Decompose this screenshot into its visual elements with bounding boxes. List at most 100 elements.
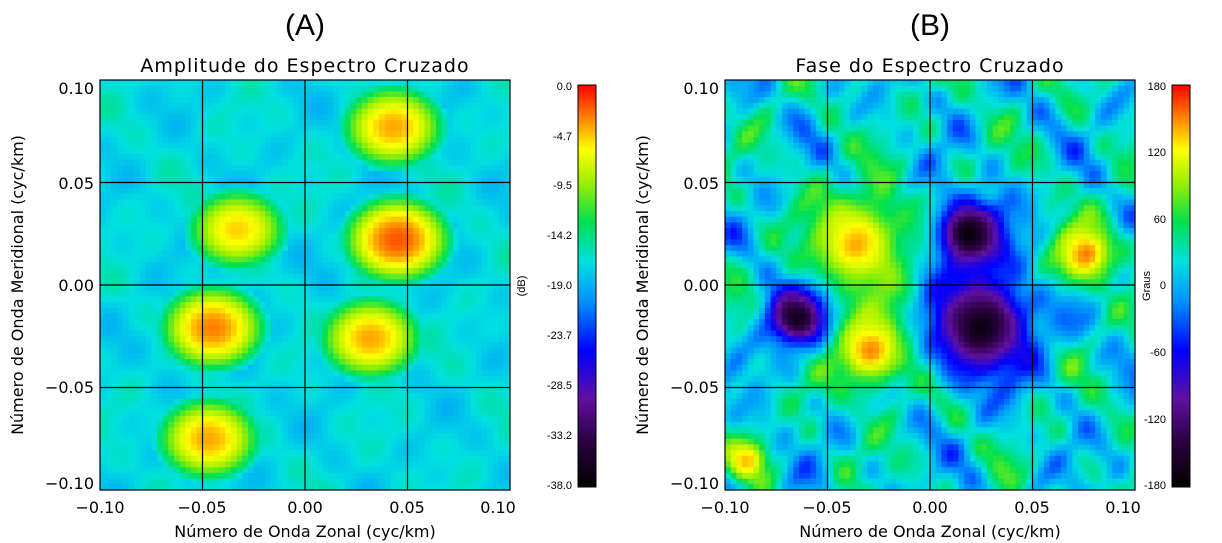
amplitude-cell — [208, 336, 215, 343]
amplitude-cell — [384, 353, 392, 360]
amplitude-cell — [299, 216, 306, 223]
amplitude-cell — [151, 450, 158, 457]
amplitude-cell — [230, 188, 238, 195]
amplitude-cell — [447, 415, 454, 423]
amplitude-cell — [236, 216, 243, 223]
amplitude-cell — [435, 319, 443, 326]
amplitude-cell — [191, 393, 198, 400]
amplitude-cell — [504, 80, 511, 87]
amplitude-cell — [191, 216, 198, 223]
amplitude-cell — [128, 370, 135, 377]
amplitude-cell — [122, 359, 130, 366]
amplitude-cell — [305, 262, 312, 269]
amplitude-cell — [111, 427, 118, 434]
amplitude-cell — [117, 330, 124, 337]
amplitude-cell — [145, 136, 152, 144]
amplitude-cell — [384, 131, 392, 138]
amplitude-cell — [418, 210, 426, 218]
amplitude-cell — [356, 404, 363, 411]
amplitude-cell — [225, 467, 232, 474]
amplitude-cell — [458, 410, 466, 417]
amplitude-cell — [453, 228, 460, 235]
amplitude-cell — [441, 347, 448, 354]
amplitude-cell — [248, 302, 255, 309]
amplitude-cell — [128, 182, 135, 189]
amplitude-cell — [270, 376, 278, 383]
amplitude-cell — [498, 222, 505, 229]
amplitude-cell — [191, 114, 198, 121]
amplitude-cell — [128, 444, 135, 451]
amplitude-cell — [276, 210, 283, 218]
amplitude-cell — [253, 85, 261, 92]
amplitude-cell — [293, 433, 300, 440]
amplitude-cell — [282, 222, 289, 229]
amplitude-cell — [145, 159, 152, 167]
amplitude-cell — [248, 188, 255, 195]
amplitude-cell — [139, 279, 147, 286]
amplitude-cell — [151, 472, 158, 480]
amplitude-cell — [373, 279, 380, 286]
amplitude-cell — [117, 119, 124, 127]
amplitude-cell — [339, 302, 346, 309]
amplitude-cell — [413, 444, 420, 451]
amplitude-cell — [128, 433, 135, 440]
amplitude-cell — [236, 176, 243, 184]
amplitude-cell — [453, 433, 460, 440]
amplitude-cell — [487, 467, 494, 474]
amplitude-cell — [270, 404, 278, 411]
amplitude-cell — [453, 171, 460, 178]
amplitude-cell — [242, 216, 249, 223]
amplitude-cell — [139, 222, 147, 229]
amplitude-cell — [191, 467, 198, 474]
amplitude-cell — [236, 250, 243, 258]
amplitude-cell — [396, 398, 403, 406]
amplitude-cell — [447, 353, 454, 360]
amplitude-cell — [145, 119, 152, 127]
amplitude-cell — [447, 410, 454, 417]
amplitude-cell — [441, 467, 448, 474]
amplitude-cell — [191, 313, 198, 320]
amplitude-cell — [202, 330, 209, 337]
amplitude-cell — [316, 444, 323, 451]
amplitude-cell — [373, 188, 380, 195]
amplitude-cell — [174, 364, 181, 372]
amplitude-cell — [162, 444, 169, 451]
amplitude-cell — [287, 364, 295, 372]
amplitude-cell — [458, 359, 466, 366]
amplitude-cell — [287, 455, 295, 463]
amplitude-cell — [293, 188, 300, 195]
amplitude-cell — [322, 148, 329, 155]
amplitude-cell — [458, 273, 466, 280]
amplitude-cell — [276, 427, 283, 434]
amplitude-cell — [202, 398, 209, 406]
amplitude-cell — [276, 455, 283, 463]
amplitude-cell — [322, 279, 329, 286]
amplitude-cell — [418, 250, 426, 258]
amplitude-cell — [287, 353, 295, 360]
amplitude-cell — [458, 387, 466, 394]
amplitude-cell — [134, 222, 141, 229]
amplitude-cell — [282, 267, 289, 275]
amplitude-cell — [253, 233, 261, 241]
amplitude-cell — [122, 182, 130, 189]
amplitude-cell — [361, 438, 369, 446]
amplitude-cell — [117, 279, 124, 286]
amplitude-cell — [424, 91, 431, 98]
amplitude-cell — [379, 467, 386, 474]
amplitude-cell — [424, 188, 431, 195]
amplitude-cell — [464, 188, 471, 195]
amplitude-cell — [253, 279, 261, 286]
amplitude-cell — [139, 245, 147, 252]
amplitude-cell — [208, 222, 215, 229]
amplitude-cell — [316, 341, 323, 349]
amplitude-cell — [100, 433, 107, 440]
amplitude-cell — [100, 393, 107, 400]
amplitude-cell — [344, 136, 352, 144]
amplitude-cell — [453, 80, 460, 87]
amplitude-cell — [293, 387, 300, 394]
amplitude-cell — [202, 199, 209, 206]
amplitude-cell — [390, 142, 397, 149]
amplitude-cell — [276, 410, 283, 417]
amplitude-cell — [339, 239, 346, 246]
amplitude-cell — [162, 404, 169, 411]
